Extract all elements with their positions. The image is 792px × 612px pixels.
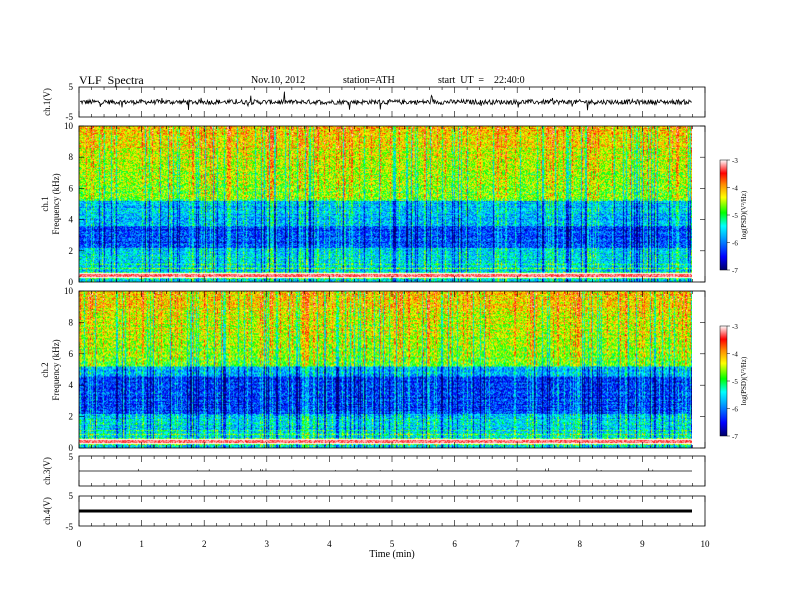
date-label: Nov.10, 2012 <box>251 75 306 86</box>
ch2-colorbar-label: log(PSD)(V²/Hz) <box>740 356 748 405</box>
freq-tick-label: 6 <box>69 183 74 193</box>
time-tick-label: 3 <box>265 539 270 549</box>
ch1-ylabel: ch.1(V) <box>42 88 52 116</box>
ch1-spec-yticks: 0 2 4 6 8 10 <box>64 121 705 287</box>
colorbar-tick-label: -3 <box>732 323 738 331</box>
station-label: station=ATH <box>343 75 395 86</box>
ch4-ylabel: ch.4(V) <box>42 497 52 525</box>
ch2-colorbar-ticks: -3 -4 -5 -6 -7 <box>727 323 738 441</box>
colorbar-tick-label: -5 <box>732 212 738 220</box>
freq-tick-label: 8 <box>69 152 74 162</box>
ch1-ytick-bottom: -5 <box>66 112 74 122</box>
ch2-spec-ylabel-2: Frequency (kHz) <box>51 339 61 400</box>
ch1-colorbar-ticks: -3 -4 -5 -6 -7 <box>727 157 738 275</box>
ch1-spec-ylabel-1: ch.1 <box>40 196 50 211</box>
time-tick-label: 8 <box>578 539 583 549</box>
time-tick-label: 0 <box>77 539 82 549</box>
figure-title: VLF Spectra <box>79 73 144 87</box>
ch1-trace <box>79 91 692 111</box>
ch3-ytick-top: 5 <box>69 452 74 462</box>
ch1-colorbar-label: log(PSD)(V²/Hz) <box>740 190 748 239</box>
colorbar-tick-label: -7 <box>732 433 738 441</box>
ch1-colorbar <box>719 159 728 271</box>
freq-tick-label: 10 <box>64 286 74 296</box>
time-tick-label: 7 <box>515 539 520 549</box>
freq-tick-label: 8 <box>69 317 74 327</box>
colorbar-tick-label: -6 <box>732 406 738 414</box>
freq-tick-label: 2 <box>69 246 74 256</box>
ch4-ytick-top: 5 <box>69 491 74 501</box>
colorbar-tick-label: -5 <box>732 378 738 386</box>
time-tick-label: 9 <box>640 539 645 549</box>
freq-tick-label: 0 <box>69 277 74 287</box>
freq-tick-label: 0 <box>69 443 74 453</box>
colorbar-tick-label: -7 <box>732 267 738 275</box>
ch4-ytick-bottom: -5 <box>66 522 74 532</box>
freq-tick-label: 4 <box>69 380 74 390</box>
freq-tick-label: 10 <box>64 121 74 131</box>
time-tick-label: 2 <box>202 539 207 549</box>
colorbar-tick-label: -6 <box>732 240 738 248</box>
freq-tick-label: 6 <box>69 349 74 359</box>
freq-tick-label: 4 <box>69 215 74 225</box>
ch2-colorbar <box>719 325 728 437</box>
time-tick-label: 4 <box>327 539 332 549</box>
ch2-spec-yticks: 0 2 4 6 8 10 <box>64 286 705 453</box>
time-tick-label: 1 <box>139 539 144 549</box>
freq-tick-label: 2 <box>69 412 74 422</box>
time-tick-label: 10 <box>701 539 711 549</box>
time-tick-label: 5 <box>390 539 395 549</box>
ch2-spec-ylabel-1: ch.2 <box>40 362 50 377</box>
ch1-spec-ylabel-2: Frequency (kHz) <box>51 173 61 234</box>
colorbar-tick-label: -4 <box>732 351 738 359</box>
ch2-spectrogram-image <box>79 291 692 448</box>
ch3-ylabel: ch.3(V) <box>42 457 52 485</box>
start-time-label: start UT = 22:40:0 <box>438 75 525 86</box>
time-tick-labels: 0 1 2 3 4 5 6 7 8 9 10 <box>77 539 710 549</box>
ch1-ytick-top: 5 <box>69 82 74 92</box>
ch1-spectrogram-image <box>79 126 692 282</box>
colorbar-tick-label: -3 <box>732 157 738 165</box>
colorbar-tick-label: -4 <box>732 185 738 193</box>
ch3-spikes <box>137 468 654 471</box>
time-ticks <box>78 87 706 526</box>
x-axis-label: Time (min) <box>369 549 414 560</box>
time-tick-label: 6 <box>452 539 457 549</box>
